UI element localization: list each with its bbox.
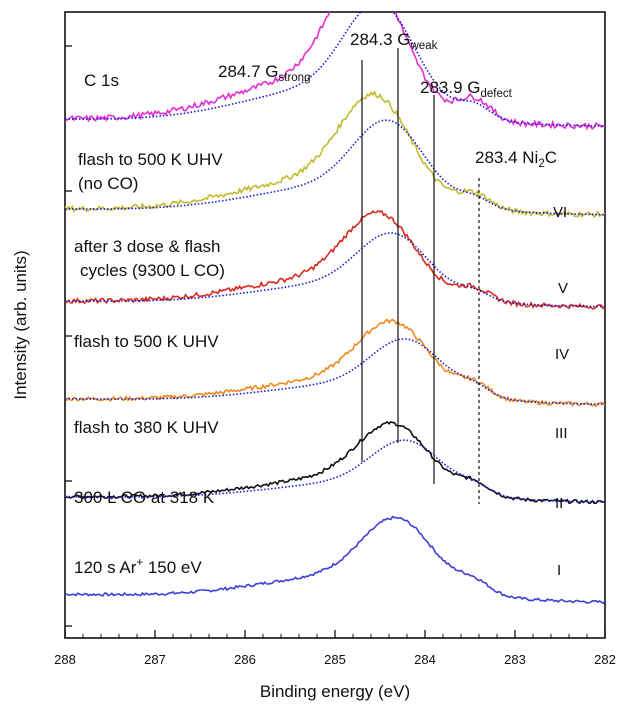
- x-tick-label-282: 282: [594, 652, 616, 667]
- annotation-series-IV-line-1: flash to 500 K UHV: [74, 332, 219, 351]
- annotations-layer: 120 s Ar+ 150 eV I 300 L CO at 318 K II flas…: [74, 150, 569, 579]
- annotation-series-V-line-1: after 3 dose & flash: [74, 237, 220, 256]
- series-VI-line: [65, 12, 605, 131]
- x-axis-title: Binding energy (eV): [260, 682, 410, 701]
- series-label-II: II: [555, 495, 563, 512]
- y-axis-title: Intensity (arb. units): [11, 250, 30, 399]
- annotation-series-I: 120 s Ar+ 150 eV: [74, 557, 202, 577]
- plot-frame: [64, 11, 606, 639]
- series-I-line: [65, 515, 605, 605]
- series-IV-reference-dotted: [65, 232, 605, 308]
- x-tick-label-287: 287: [144, 652, 166, 667]
- series-label-VI: VI: [553, 204, 567, 221]
- x-tick-label-285: 285: [324, 652, 346, 667]
- series-II-line: [65, 420, 605, 505]
- peak-label-284.3: 284.3 Gweak: [350, 30, 438, 52]
- series-VI-reference-dotted: [65, 12, 605, 127]
- annotation-series-VI-line-1: flash to 500 K UHV: [78, 150, 223, 169]
- region-label: C 1s: [84, 71, 119, 90]
- annotation-series-VI-line-2: (no CO): [78, 174, 138, 193]
- series-label-III: III: [555, 425, 568, 442]
- annotation-series-V-line-2: cycles (9300 L CO): [80, 261, 225, 280]
- annotation-series-II-line-1: 300 L CO at 318 K: [74, 488, 215, 507]
- series-label-V: V: [558, 280, 568, 297]
- series-label-I: I: [557, 562, 561, 579]
- series-III-line: [65, 318, 605, 408]
- annotation-series-III-line-1: flash to 380 K UHV: [74, 418, 219, 437]
- series-V-line: [65, 90, 605, 219]
- x-tick-label-283: 283: [504, 652, 526, 667]
- x-tick-label-284: 284: [414, 652, 436, 667]
- series-IV-line: [65, 209, 605, 310]
- x-tick-label-286: 286: [234, 652, 256, 667]
- x-tick-label-288: 288: [54, 652, 76, 667]
- peak-label-283.9: 283.9 Gdefect: [420, 78, 513, 100]
- series-III-reference-dotted: [65, 338, 605, 406]
- ticks-layer: 288 287 286 285 284 283 282: [54, 45, 616, 667]
- curves-layer: [65, 12, 605, 605]
- peak-label-283.4: 283.4 Ni2C: [475, 148, 557, 170]
- series-label-IV: IV: [555, 346, 569, 363]
